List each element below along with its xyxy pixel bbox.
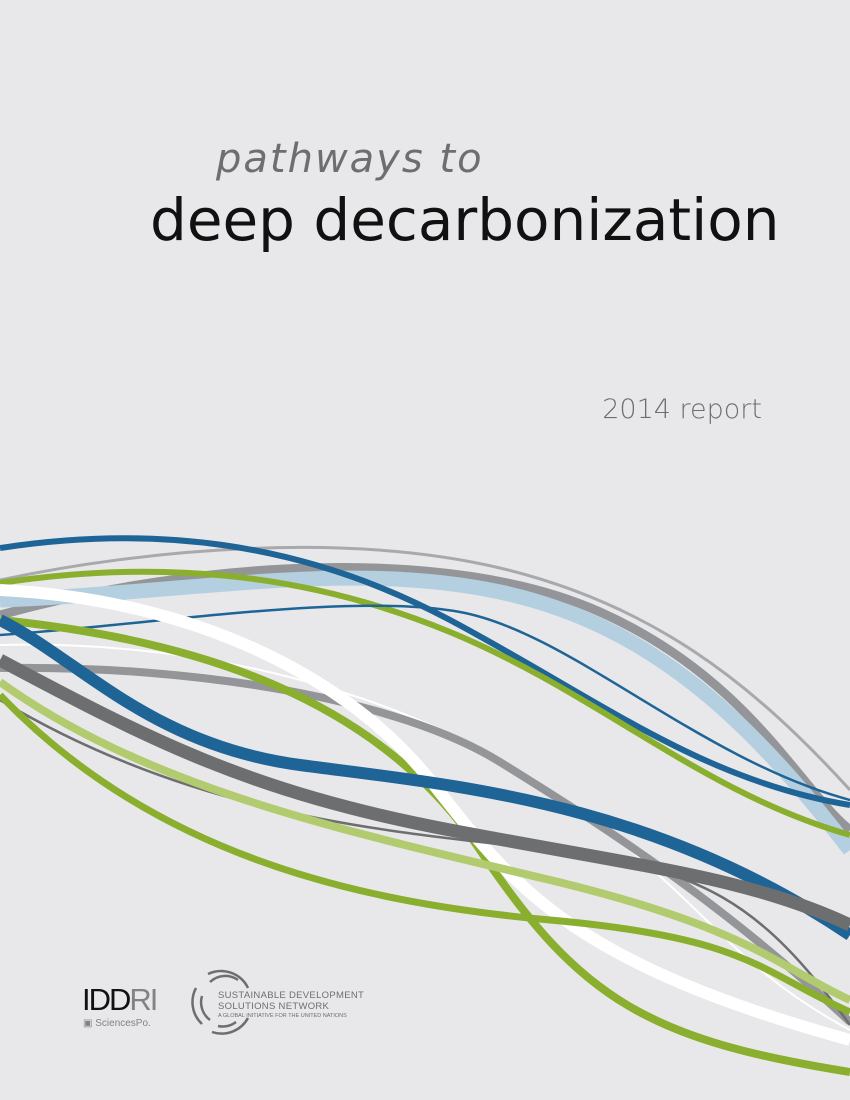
sciencespo-logo: ▣ SciencesPo. <box>83 1018 151 1029</box>
wave-green-bottom <box>0 692 850 1016</box>
iddri-logo-light-text: RI <box>129 982 158 1017</box>
sciencespo-text: SciencesPo. <box>95 1018 151 1029</box>
wave-light-gray-thin <box>0 545 850 792</box>
wave-green-top <box>0 568 850 838</box>
sdsn-logo: SUSTAINABLE DEVELOPMENT SOLUTIONS NETWOR… <box>218 990 364 1021</box>
sdsn-line3: A GLOBAL INITIATIVE FOR THE UNITED NATIO… <box>218 1013 347 1019</box>
cover-title: deep decarbonization <box>150 186 780 254</box>
cover-subtitle: pathways to <box>216 136 484 182</box>
wave-gray-thick <box>0 563 850 834</box>
wave-blue-thin <box>0 604 850 802</box>
wave-white-thick <box>0 584 850 1046</box>
wave-blue-top <box>0 535 850 808</box>
wave-light-green <box>0 678 850 1004</box>
wave-dark-gray-thick <box>0 654 850 931</box>
sdsn-line1: SUSTAINABLE DEVELOPMENT <box>218 990 365 1001</box>
wave-light-blue <box>0 570 850 855</box>
wave-blue-thick <box>0 614 850 940</box>
sdsn-ring-icon <box>191 969 250 1035</box>
iddri-logo-dark-text: IDD <box>82 982 131 1017</box>
sdsn-line2: SOLUTIONS NETWORK <box>218 1001 330 1012</box>
wave-gray-mid <box>0 663 850 1025</box>
report-year: 2014 report <box>602 394 762 425</box>
iddri-logo: IDDRI <box>82 982 158 1017</box>
